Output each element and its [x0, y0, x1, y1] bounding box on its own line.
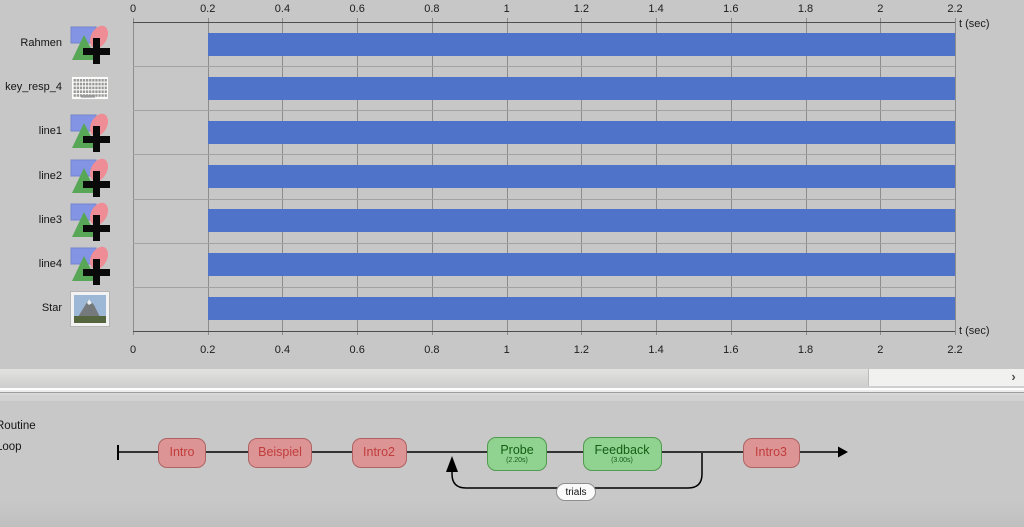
polygon-icon[interactable] — [70, 24, 110, 69]
loop-return-arrow-icon — [446, 456, 458, 472]
flow-box-label: Intro3 — [755, 445, 787, 460]
scroll-right-arrow-icon[interactable]: › — [1003, 369, 1024, 386]
time-tick-label-bottom: 2 — [877, 344, 884, 356]
time-gridline — [133, 18, 134, 335]
time-tick-label-bottom: 1.4 — [648, 344, 664, 356]
time-tick-label-bottom: 0 — [129, 344, 137, 356]
flow-box-duration: (2.20s) — [506, 456, 528, 464]
time-bar-line3 — [207, 209, 955, 233]
component-label-line4[interactable]: line4 — [38, 257, 62, 270]
keyboard-icon[interactable] — [70, 73, 110, 108]
time-tick-label-top: 1.4 — [648, 3, 664, 15]
polygon-icon[interactable] — [70, 157, 110, 202]
flow-routine-feedback[interactable]: Feedback (3.00s) — [582, 437, 662, 471]
scrollbar-thumb[interactable] — [0, 369, 869, 386]
flow-routine-beispiel[interactable]: Beispiel — [248, 438, 312, 468]
time-tick-label-bottom: 1.6 — [723, 344, 739, 356]
time-bar-star — [207, 297, 955, 321]
flow-routine-intro[interactable]: Intro — [158, 438, 206, 468]
component-label-line3[interactable]: line3 — [38, 213, 62, 226]
routine-timeline-panel: 0 0 0.2 0.2 0.4 0.4 0.6 0.6 0.8 0.8 1 1 1.2 1.2 1.4 1.4… — [5, 3, 990, 356]
flow-box-label: Probe — [500, 442, 534, 457]
time-tick-label-top: 2 — [877, 3, 884, 15]
horizontal-scrollbar[interactable]: › — [0, 369, 1024, 386]
time-tick-label-top: 0.4 — [274, 3, 291, 15]
time-tick-label-bottom: 0.2 — [200, 344, 216, 356]
flow-box-duration: (3.00s) — [611, 456, 633, 464]
time-tick-label-bottom: 0.4 — [274, 344, 291, 356]
time-bar-line4 — [207, 253, 955, 277]
time-bar-line2 — [207, 165, 955, 188]
flow-routine-label: Routine — [0, 420, 36, 432]
time-axis-unit-top: t (sec) — [959, 18, 990, 30]
time-tick-label-bottom: 2.2 — [947, 344, 963, 356]
component-label-rahmen[interactable]: Rahmen — [20, 37, 62, 50]
row-separator — [133, 154, 955, 156]
polygon-icon[interactable] — [70, 245, 110, 290]
flow-loop-label: Loop — [0, 441, 22, 453]
time-tick-label-bottom: 1 — [503, 344, 510, 356]
flow-box-label: Beispiel — [258, 445, 302, 460]
time-tick-label-top: 0.6 — [349, 3, 365, 15]
time-tick-label-top: 0.8 — [424, 3, 440, 15]
flow-box-label: Intro — [169, 445, 195, 460]
component-label-line2[interactable]: line2 — [38, 169, 62, 182]
component-label-line1[interactable]: line1 — [38, 125, 62, 138]
panel-divider[interactable] — [0, 386, 1024, 395]
row-separator — [133, 242, 955, 244]
time-bar-line1 — [207, 120, 955, 144]
time-axis-top — [133, 22, 955, 23]
time-tick-label-bottom: 1.2 — [573, 344, 589, 356]
time-tick-label-bottom: 0.6 — [349, 344, 365, 356]
time-bar-rahmen — [207, 32, 955, 56]
polygon-icon[interactable] — [70, 201, 110, 246]
time-tick-label-top: 1.6 — [723, 3, 739, 15]
time-axis-bottom — [133, 331, 955, 332]
component-label-key_resp_4[interactable]: key_resp_4 — [5, 81, 62, 94]
row-separator — [133, 198, 955, 200]
time-tick-label-top: 1.2 — [573, 3, 589, 15]
flow-box-label: Feedback — [594, 442, 650, 457]
image-icon[interactable] — [70, 290, 110, 332]
polygon-icon[interactable] — [70, 112, 110, 157]
time-tick-label-top: 0.2 — [200, 3, 216, 15]
flow-routine-intro2[interactable]: Intro2 — [351, 438, 407, 468]
row-separator — [133, 286, 955, 288]
time-bar-key_resp_4 — [207, 76, 955, 100]
time-tick-label-top: 2.2 — [947, 3, 963, 15]
flow-routine-probe[interactable]: Probe (2.20s) — [487, 437, 547, 471]
row-separator — [133, 66, 955, 68]
time-tick-label-top: 1.8 — [797, 3, 814, 15]
flow-routine-intro3[interactable]: Intro3 — [742, 438, 800, 468]
flow-end-arrow-icon — [838, 446, 848, 458]
component-label-star[interactable]: Star — [41, 301, 62, 314]
time-tick-label-bottom: 1.8 — [797, 344, 814, 356]
row-separator — [133, 110, 955, 112]
time-axis-unit-bottom: t (sec) — [959, 325, 990, 337]
time-tick-label-bottom: 0.8 — [424, 344, 440, 356]
flow-box-label: Intro2 — [363, 445, 395, 460]
loop-name-pill[interactable]: trials — [556, 483, 596, 501]
time-tick-label-top: 1 — [503, 3, 510, 15]
time-gridline — [955, 18, 956, 335]
time-tick-label-top: 0 — [129, 3, 137, 15]
